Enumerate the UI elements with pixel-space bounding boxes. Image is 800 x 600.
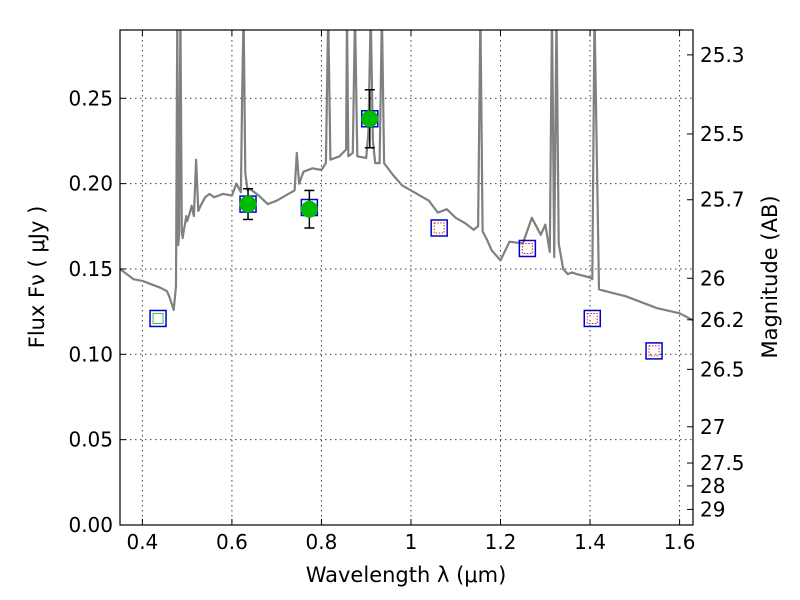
y2-tick-label: 27.5 xyxy=(700,451,745,475)
y-tick-label: 0.25 xyxy=(68,86,113,110)
x-axis-label: Wavelength λ (μm) xyxy=(306,563,507,587)
x-tick-label: 1.2 xyxy=(485,530,517,554)
synthetic-photometry-box xyxy=(583,309,602,328)
y2-tick-label: 25.5 xyxy=(700,122,745,146)
synthetic-photometry-box xyxy=(518,239,537,258)
x-tick-label: 1 xyxy=(405,530,418,554)
y2-tick-label: 26.2 xyxy=(700,308,745,332)
synthetic-box-inner-marker xyxy=(152,312,164,324)
y-tick-label: 0.10 xyxy=(68,342,113,366)
y2-tick-label: 25.3 xyxy=(700,43,745,67)
y-tick-label: 0.00 xyxy=(68,513,113,537)
axis-layer: 0.4 0.6 0.8 1 1.2 1.4 1.6 0.00 0.05 0.10 0.15 0.20 0… xyxy=(68,30,745,554)
synthetic-box-inner-marker xyxy=(521,242,533,254)
y2-tick-label: 28 xyxy=(700,474,725,498)
y2-tick-label: 26 xyxy=(700,266,725,290)
x-tick-label: 0.4 xyxy=(126,530,158,554)
synthetic-box-inner-marker xyxy=(648,345,660,357)
synthetic-box-inner-marker xyxy=(433,222,445,234)
synthetic-photometry-box xyxy=(430,219,448,237)
plot-area-background xyxy=(120,30,693,525)
x-tick-label: 1.6 xyxy=(664,530,696,554)
observed-data-point xyxy=(361,110,379,128)
data-layer xyxy=(120,30,693,360)
y2-tick-label: 25.7 xyxy=(700,188,745,212)
x-tick-label: 0.6 xyxy=(216,530,248,554)
synthetic-photometry-box xyxy=(645,342,663,360)
observed-data-point xyxy=(239,195,257,213)
observed-data-point xyxy=(300,200,318,218)
y-tick-label: 0.15 xyxy=(68,257,113,281)
y2-tick-label: 26.5 xyxy=(700,357,745,381)
plot-frame xyxy=(119,29,694,526)
y2-tick-label: 27 xyxy=(700,415,725,439)
y2-axis-label: Magnitude (AB) xyxy=(758,195,782,358)
y-tick-label: 0.05 xyxy=(68,428,113,452)
y-axis-label: Flux Fν ( μJy ) xyxy=(25,206,49,349)
synthetic-photometry-box xyxy=(149,309,167,328)
x-tick-label: 1.4 xyxy=(574,530,606,554)
y2-tick-label: 29 xyxy=(700,497,725,521)
model-spectrum-line xyxy=(120,30,693,322)
x-tick-label: 0.8 xyxy=(306,530,338,554)
y-tick-label: 0.20 xyxy=(68,172,113,196)
synthetic-box-inner-marker xyxy=(586,312,598,324)
